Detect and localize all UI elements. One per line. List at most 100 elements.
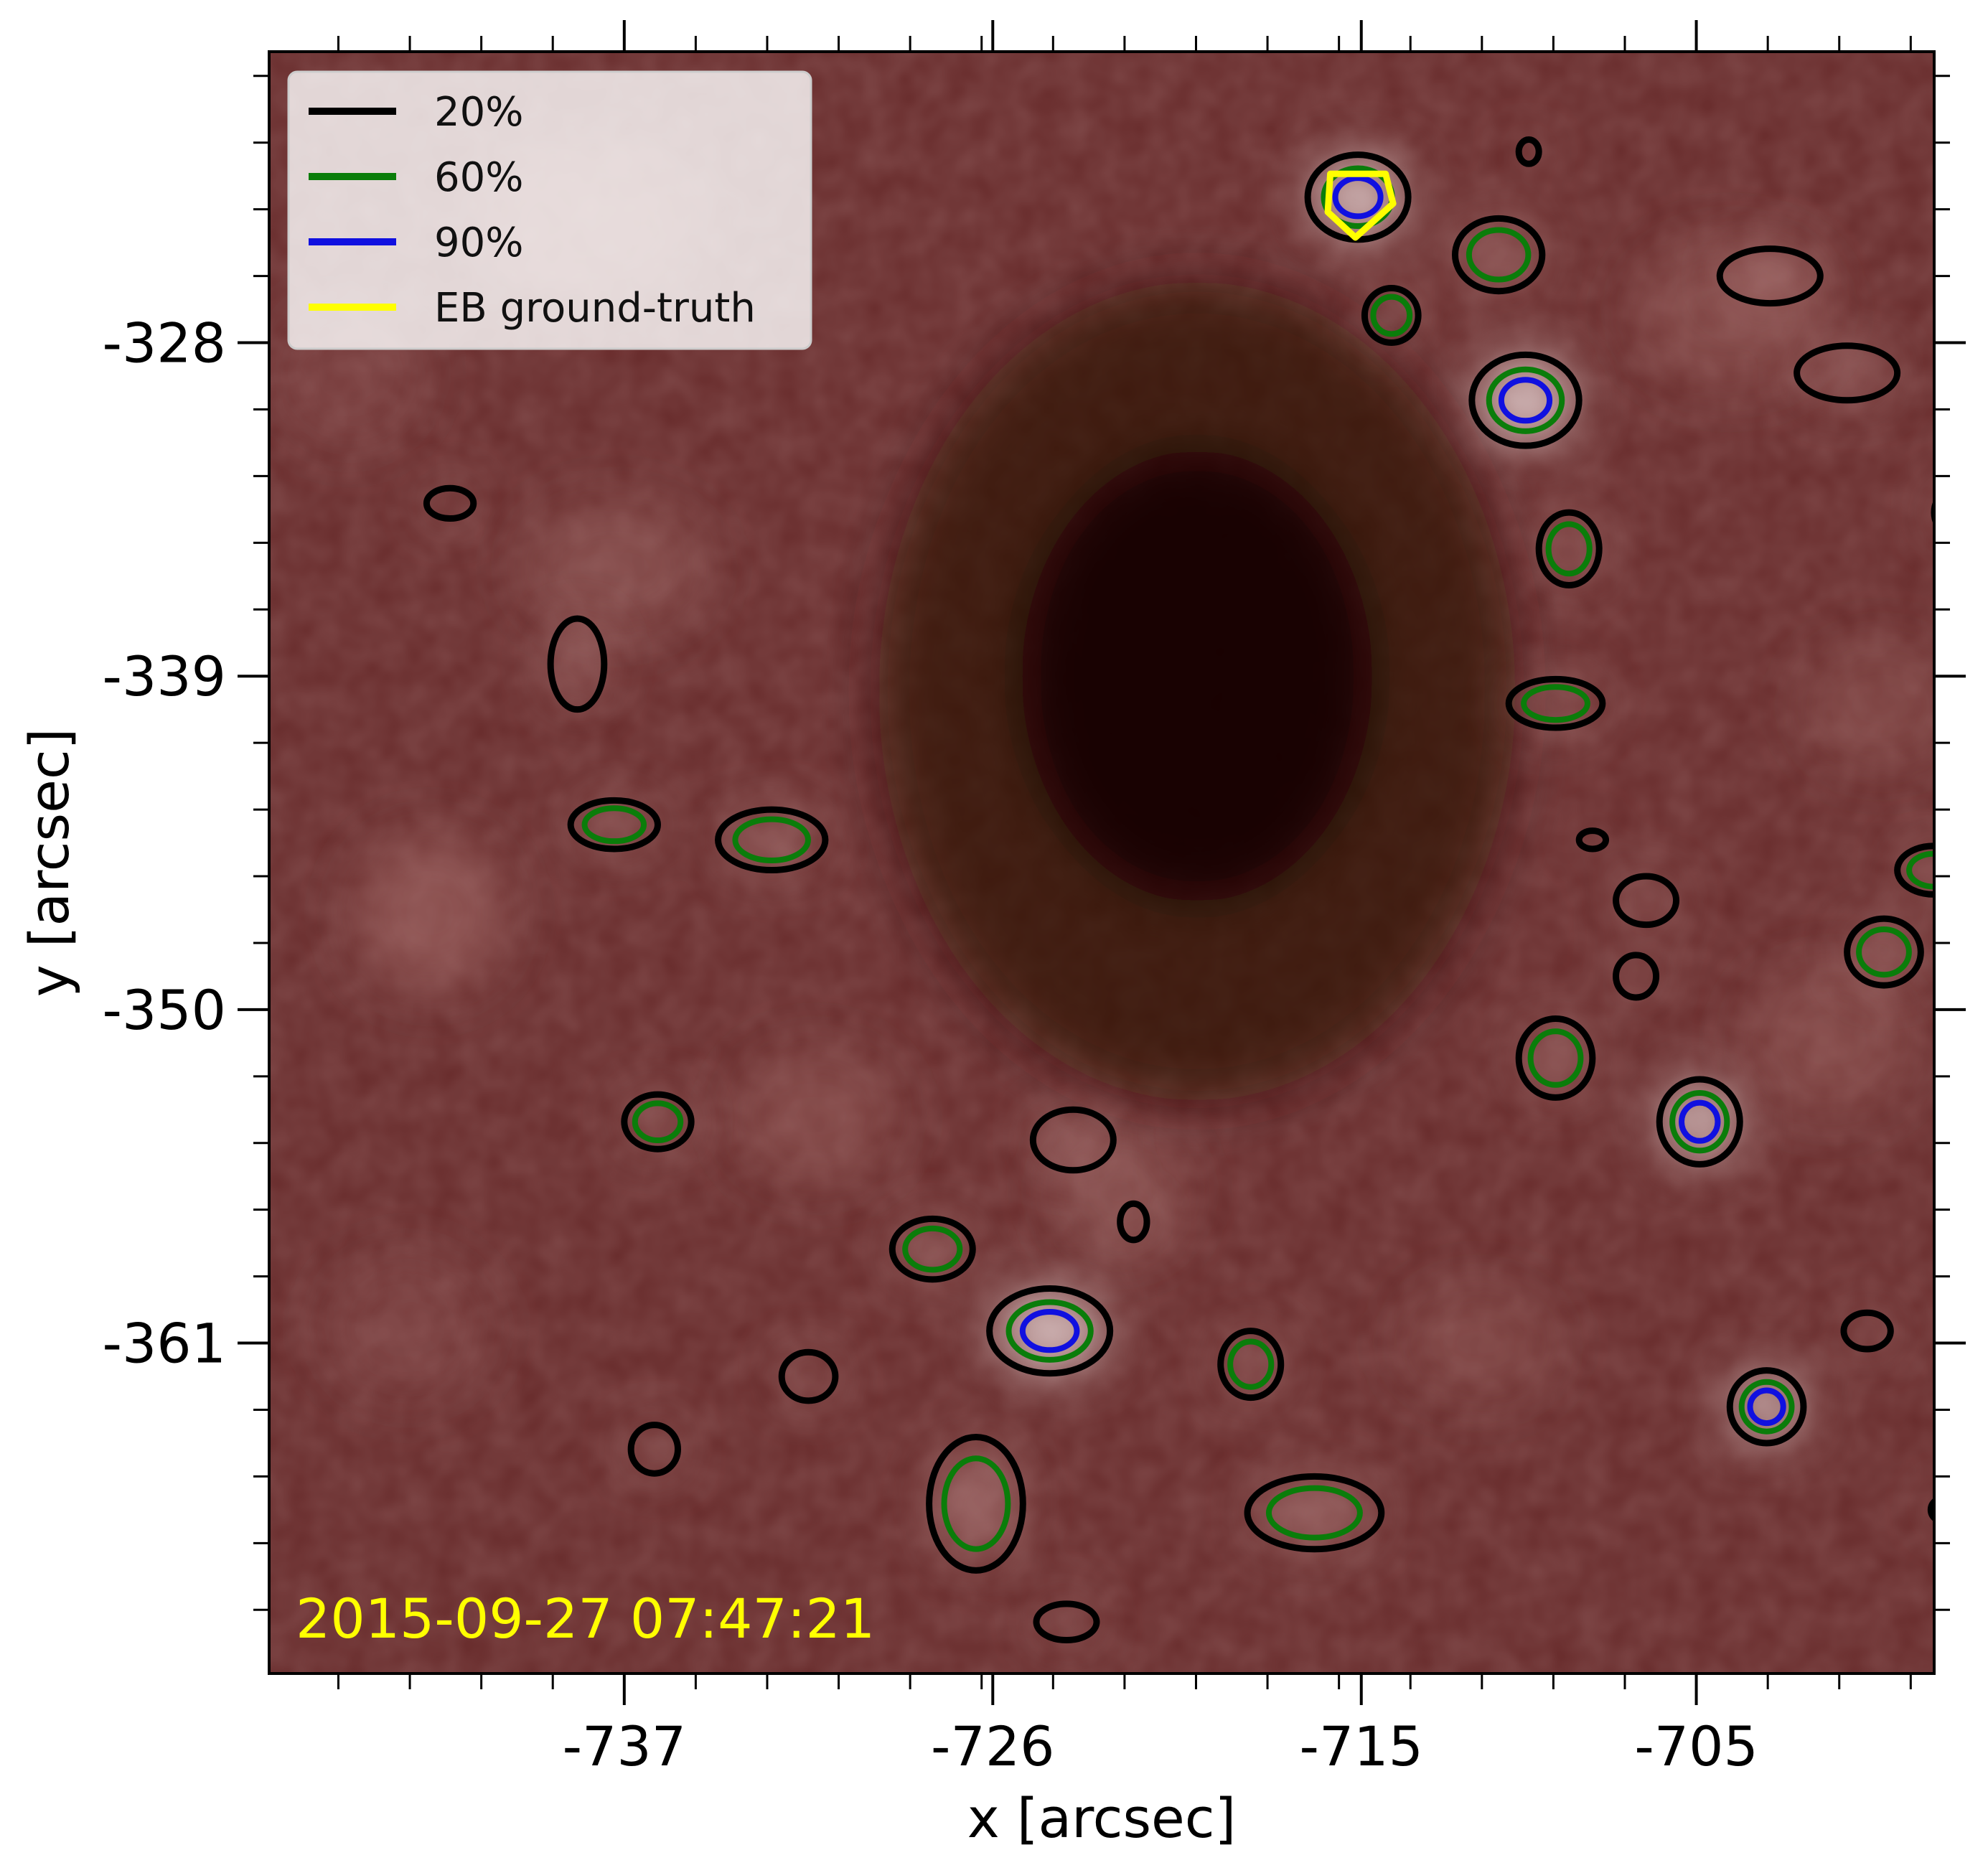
feature-core-28	[634, 1428, 675, 1470]
feature-core-32	[1580, 832, 1604, 848]
contour-20	[547, 615, 608, 713]
feature-core-27	[785, 1356, 832, 1397]
feature-core-24	[1938, 492, 1978, 532]
dark-region	[878, 282, 1516, 1101]
x-tick-label-2: -715	[1300, 1714, 1423, 1778]
legend-box	[287, 70, 812, 350]
y-tick-label-2: -350	[103, 978, 226, 1042]
plot-frame	[268, 50, 1936, 1675]
y-tick-label-3: -361	[103, 1312, 226, 1376]
contour-90	[1498, 377, 1553, 424]
contour-20	[621, 1091, 695, 1153]
contour-20	[1117, 1200, 1150, 1244]
bright-patch-8	[1398, 1282, 1560, 1404]
contour-60	[1521, 684, 1590, 723]
contour-60	[1527, 1028, 1584, 1088]
contour-20	[778, 1348, 839, 1404]
contour-20	[1515, 136, 1542, 167]
y-axis-label: y [arcsec]	[17, 728, 81, 997]
feature-core-15	[1257, 1482, 1372, 1544]
bright-patch-5	[1743, 964, 1918, 1116]
feature-core-20	[554, 625, 601, 703]
contour-60	[1856, 926, 1912, 978]
contour-60	[902, 1225, 963, 1273]
contour-20	[1840, 1309, 1894, 1353]
contour-20	[1033, 1600, 1100, 1644]
contour-90	[1332, 175, 1384, 220]
contour-20	[1361, 284, 1422, 347]
timestamp: 2015-09-27 07:47:21	[296, 1587, 875, 1651]
feature-11	[986, 1285, 1114, 1377]
legend-label-1: 60%	[434, 154, 523, 201]
feature-core-34	[1933, 1505, 1934, 1515]
contour-60	[1370, 294, 1413, 337]
contour-20	[1244, 1473, 1385, 1553]
contour-20	[1927, 1497, 1934, 1522]
contour-60	[1486, 366, 1565, 434]
feature-2	[1535, 509, 1603, 588]
feature-core-19	[1038, 1114, 1107, 1166]
feature-14	[926, 1434, 1026, 1574]
feature-core-30	[1041, 1606, 1092, 1638]
legend-label-0: 20%	[434, 89, 523, 136]
contour-20	[715, 806, 829, 874]
bright-patch-9	[322, 1252, 491, 1404]
x-tick-label-0: -737	[563, 1714, 686, 1778]
feature-6	[567, 797, 661, 853]
contour-90	[1679, 1099, 1721, 1144]
feature-core-25	[1620, 880, 1672, 921]
feature-core-29	[1847, 1315, 1888, 1347]
feature-core-23	[1804, 349, 1890, 397]
contour-20	[1716, 245, 1824, 307]
feature-core-14	[936, 1447, 1016, 1561]
contour-60	[1466, 227, 1532, 283]
feature-core-11	[998, 1295, 1102, 1367]
y-axis: -328 -339 -350 -361	[103, 75, 1966, 1611]
feature-25	[1613, 873, 1680, 929]
contour-60	[1005, 1299, 1094, 1363]
feature-core-13	[1735, 1376, 1799, 1438]
feature-7	[715, 806, 829, 874]
contour-60	[581, 805, 647, 845]
bright-patch-6	[1800, 639, 1934, 774]
feature-core-33	[1520, 141, 1538, 162]
feature-core-3	[1461, 223, 1536, 286]
legend-label-2: 90%	[434, 220, 523, 266]
y-tick-label-0: -328	[103, 311, 226, 375]
feature-30	[1033, 1600, 1100, 1644]
feature-29	[1840, 1309, 1894, 1353]
contour-20	[1726, 1367, 1807, 1447]
contour-60	[1669, 1089, 1730, 1154]
contour-20	[1217, 1328, 1285, 1402]
contour-20	[1515, 1015, 1596, 1101]
feature-31	[1117, 1200, 1150, 1244]
feature-26	[1613, 952, 1660, 1001]
contour-20	[1029, 1106, 1117, 1174]
contour-20	[1931, 499, 1934, 526]
legend-label-3: EB ground-truth	[434, 285, 756, 332]
feature-20	[547, 615, 608, 713]
contour-20	[1304, 151, 1412, 243]
bright-patch-1	[520, 500, 708, 634]
contour-20	[1844, 915, 1924, 989]
feature-15	[1244, 1473, 1385, 1553]
feature-23	[1794, 342, 1901, 404]
feature-core-26	[1618, 958, 1654, 995]
contour-60	[941, 1455, 1011, 1552]
contour-20	[986, 1285, 1114, 1377]
feature-core-9	[1524, 1024, 1588, 1092]
feature-18	[1844, 915, 1924, 989]
dark-region-core	[1022, 451, 1372, 901]
x-tick-label-3: -705	[1634, 1714, 1758, 1778]
feature-core-1	[1480, 361, 1571, 439]
feature-12	[888, 1215, 976, 1283]
feature-19	[1029, 1106, 1117, 1174]
contour-20	[1451, 215, 1546, 295]
feature-1	[1468, 351, 1583, 449]
feature-3	[1451, 215, 1546, 295]
feature-5	[1505, 675, 1606, 731]
feature-4	[1361, 284, 1422, 347]
feature-33	[1515, 136, 1542, 167]
contour-20	[1794, 342, 1901, 404]
contour-60	[1265, 1485, 1363, 1541]
